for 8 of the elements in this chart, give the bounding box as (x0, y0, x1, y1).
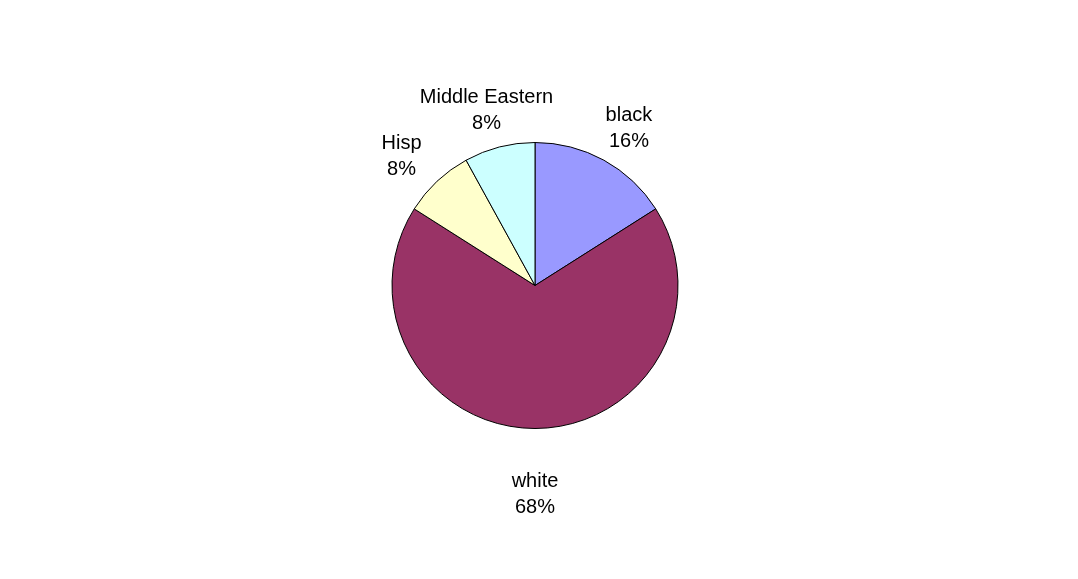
slice-label: Hisp (381, 131, 422, 154)
data-label: 8% (472, 110, 502, 133)
slice-label: black (605, 102, 654, 125)
slice-label: Middle Eastern (419, 84, 554, 107)
data-label: 8% (387, 157, 417, 180)
slice-label: white (510, 468, 559, 491)
data-label: 16% (608, 128, 650, 151)
data-label: 68% (514, 494, 556, 517)
